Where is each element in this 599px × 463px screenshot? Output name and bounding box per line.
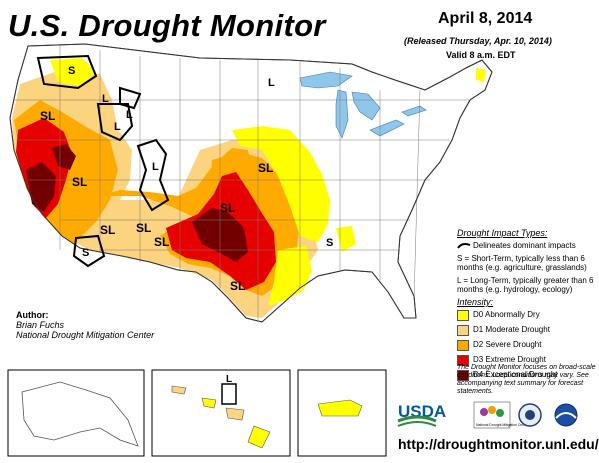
d3-swatch xyxy=(457,355,469,366)
author-name: Brian Fuchs xyxy=(16,320,65,330)
midwest-d0 xyxy=(232,126,330,242)
svg-text:National Drought Mitigation Ce: National Drought Mitigation Center xyxy=(476,423,529,427)
legend-d1-row: D1 Moderate Drought xyxy=(457,325,597,336)
intensity-heading: Intensity: xyxy=(457,297,494,307)
author-label: Author: xyxy=(16,310,49,320)
label-s-southeast: S xyxy=(326,237,333,249)
legend-boundary-text: Delineates dominant impacts xyxy=(473,241,576,250)
lake-erie xyxy=(369,119,405,137)
label-sl-texas: SL xyxy=(230,279,245,293)
label-l-wyoming: L xyxy=(152,161,159,173)
disclaimer-note: The Drought Monitor focuses on broad-sca… xyxy=(457,364,596,395)
d1-swatch xyxy=(457,325,469,336)
legend-long-term-row: L = Long-Term, typically greater than 6 … xyxy=(457,276,597,294)
map-title: U.S. Drought Monitor xyxy=(8,8,326,43)
southeast-d0 xyxy=(336,226,356,252)
legend-d3-row: D3 Extreme Drought xyxy=(457,355,597,366)
label-sl-kansas: SL xyxy=(220,201,235,215)
texas-d0 xyxy=(268,246,312,306)
state-lines xyxy=(14,44,470,320)
nv-d4 xyxy=(52,144,76,170)
website-link[interactable]: http://droughtmonitor.unl.edu/ xyxy=(398,436,599,452)
label-s-california: S xyxy=(82,247,89,259)
label-l-idaho: L xyxy=(126,109,133,121)
legend-d2-row: D2 Severe Drought xyxy=(457,340,597,351)
legend-short-term-text: S = Short-Term, typically less than 6 mo… xyxy=(457,254,587,272)
legend-short-term-row: S = Short-Term, typically less than 6 mo… xyxy=(457,254,597,272)
impact-boundaries xyxy=(36,54,170,268)
author-org: National Drought Mitigation Center xyxy=(16,330,155,340)
label-sl-nebraska: SL xyxy=(258,161,273,175)
maine-d0 xyxy=(476,68,486,82)
legend-boundary-row: Delineates dominant impacts xyxy=(457,241,597,250)
label-l-oregon: L xyxy=(102,93,109,105)
ndmc-logo: National Drought Mitigation Center xyxy=(473,401,529,429)
label-l-north-dakota: L xyxy=(268,77,275,89)
lake-ontario xyxy=(401,105,427,117)
legend-d2-label: D2 Severe Drought xyxy=(473,340,542,349)
valid-time: Valid 8 a.m. EDT xyxy=(446,50,516,60)
label-sl-arizona: SL xyxy=(136,221,151,235)
northwest-d0 xyxy=(50,58,96,86)
lake-michigan xyxy=(335,89,349,139)
hawaii-inset xyxy=(151,369,291,457)
label-sl-nevada: SL xyxy=(72,175,87,189)
label-l-hawaii: L xyxy=(226,374,232,385)
impact-types-heading: Drought Impact Types: xyxy=(457,228,548,238)
author-block: Author: Brian Fuchs National Drought Mit… xyxy=(16,310,154,340)
noaa-seal-icon xyxy=(554,403,578,427)
lake-huron xyxy=(351,91,381,121)
map-date: April 8, 2014 xyxy=(438,10,533,27)
d0-swatch xyxy=(457,310,469,321)
label-sl-newmexico: SL xyxy=(154,235,169,249)
d4-swatch xyxy=(457,370,469,381)
map-legend: Drought Impact Types: Delineates dominan… xyxy=(457,229,597,385)
label-s-northwest: S xyxy=(68,65,75,77)
legend-d1-label: D1 Moderate Drought xyxy=(473,325,550,334)
legend-long-term-text: L = Long-Term, typically greater than 6 … xyxy=(457,276,594,294)
legend-d4-label: D4 Exceptional Drought xyxy=(473,370,558,379)
legend-d0-label: D0 Abnormally Dry xyxy=(473,310,540,319)
label-sl-oregon: SL xyxy=(40,109,55,123)
lake-superior xyxy=(299,71,353,89)
label-sl-arizona-2: SL xyxy=(100,223,115,237)
legend-d4-row: D4 Exceptional Drought xyxy=(457,370,597,381)
d2-swatch xyxy=(457,340,469,351)
label-l-idaho-2: L xyxy=(114,121,121,133)
legend-d0-row: D0 Abnormally Dry xyxy=(457,310,597,321)
puerto-rico-shape xyxy=(317,399,363,417)
usda-logo: USDA xyxy=(397,402,446,427)
alaska-shape xyxy=(21,381,139,447)
boundary-line-icon xyxy=(457,243,471,249)
release-date: (Released Thursday, Apr. 10, 2014) xyxy=(404,36,552,46)
legend-d3-label: D3 Extreme Drought xyxy=(473,355,546,364)
